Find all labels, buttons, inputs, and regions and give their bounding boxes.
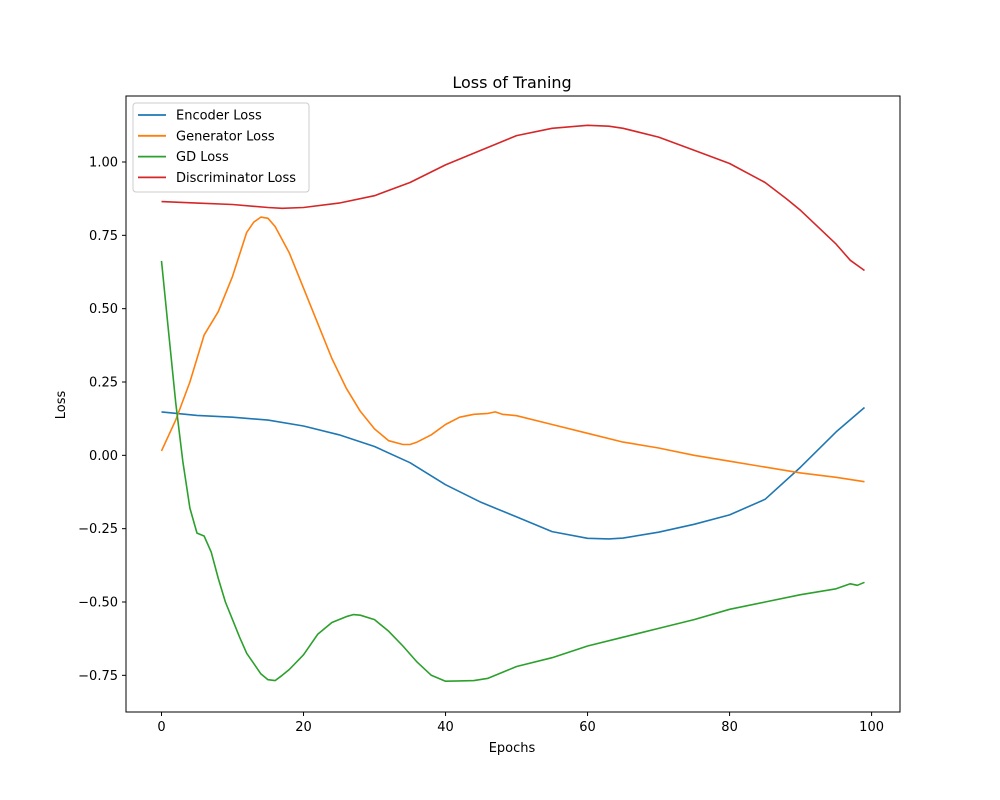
legend-label: GD Loss — [176, 150, 229, 165]
x-tick-label: 40 — [437, 720, 454, 735]
y-axis-ticks: −0.75 −0.50 −0.25 0.00 0.25 0.50 0.75 1.00 — [78, 156, 126, 684]
series-line-discriminator-loss — [161, 124, 865, 272]
series-line-gd-loss — [160, 260, 865, 683]
legend-label: Encoder Loss — [176, 109, 262, 124]
y-tick-label: −0.25 — [78, 522, 118, 537]
x-tick-label: 60 — [579, 720, 596, 735]
y-tick-label: −0.75 — [78, 669, 118, 684]
series-line-encoder-loss — [161, 406, 866, 540]
y-tick-label: 0.00 — [89, 449, 118, 464]
legend-box — [132, 102, 310, 193]
series-line-generator-loss — [160, 216, 865, 483]
y-tick-label: −0.50 — [78, 596, 118, 611]
plot-area: 0 20 40 60 80 100 −0.75 −0.50 −0.25 0.00 0.25 0.50… — [78, 95, 901, 735]
y-tick-label: 1.00 — [89, 156, 118, 171]
y-tick-label: 0.75 — [89, 229, 118, 244]
y-tick-label: 0.25 — [89, 376, 118, 391]
y-axis-label: Loss — [54, 391, 69, 420]
x-axis-label: Epochs — [489, 741, 536, 756]
x-tick-label: 80 — [721, 720, 738, 735]
chart-title: Loss of Traning — [452, 73, 571, 92]
axes-frame — [125, 95, 901, 713]
x-tick-label: 0 — [157, 720, 165, 735]
x-axis-ticks: 0 20 40 60 80 100 — [157, 712, 884, 735]
legend-label: Discriminator Loss — [176, 171, 296, 186]
x-tick-label: 100 — [859, 720, 884, 735]
series-layer — [160, 124, 866, 683]
legend: Encoder Loss Generator Loss GD Loss Discrim… — [132, 102, 310, 193]
x-tick-label: 20 — [295, 720, 312, 735]
legend-label: Generator Loss — [176, 129, 275, 144]
y-tick-label: 0.50 — [89, 302, 118, 317]
